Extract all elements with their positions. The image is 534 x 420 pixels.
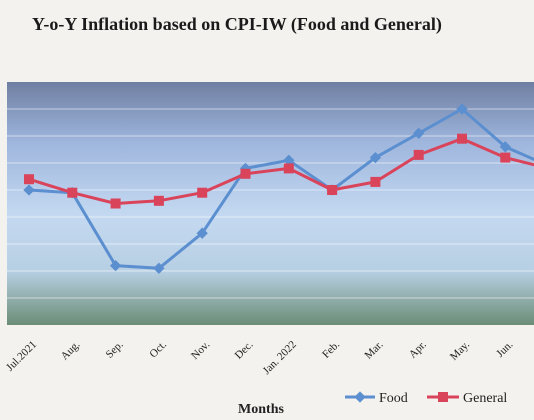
general-point bbox=[370, 176, 381, 187]
food-point bbox=[499, 141, 511, 153]
chart-title: Y-o-Y Inflation based on CPI-IW (Food an… bbox=[32, 14, 442, 34]
legend-general-marker bbox=[438, 392, 448, 402]
x-tick-label: Nov. bbox=[189, 338, 212, 361]
x-tick-label: Jun. bbox=[494, 338, 515, 359]
general-point bbox=[240, 168, 251, 179]
general-point bbox=[153, 195, 164, 206]
x-tick-label: Oct. bbox=[147, 338, 169, 360]
x-tick-labels: Jul.2021 Aug. Sep. Oct. Nov. Dec. Jan. 2022 Feb… bbox=[4, 338, 516, 377]
general-point bbox=[500, 152, 511, 163]
general-point bbox=[110, 198, 121, 209]
food-point bbox=[413, 127, 425, 139]
x-tick-label: Jan. 2022 bbox=[261, 339, 299, 377]
legend-food-label: Food bbox=[379, 391, 408, 406]
general-point bbox=[24, 174, 34, 185]
x-axis-title: Months bbox=[238, 402, 284, 417]
x-tick-label: Dec. bbox=[233, 338, 256, 361]
legend-food-marker bbox=[354, 391, 366, 403]
general-point bbox=[327, 185, 338, 195]
food-point bbox=[153, 262, 165, 274]
legend: Food General bbox=[345, 391, 507, 406]
general-point bbox=[457, 133, 467, 144]
plot-area bbox=[7, 82, 534, 325]
food-point bbox=[196, 227, 208, 239]
x-tick-label: Jul.2021 bbox=[4, 339, 39, 374]
legend-general-label: General bbox=[463, 391, 507, 406]
x-tick-label: Sep. bbox=[104, 338, 126, 360]
x-tick-label: Aug. bbox=[59, 338, 83, 362]
series-general bbox=[24, 133, 534, 209]
general-point bbox=[283, 163, 294, 174]
gridlines bbox=[7, 108, 534, 299]
general-point bbox=[67, 187, 78, 198]
food-point bbox=[283, 154, 295, 166]
x-tick-label: Apr. bbox=[407, 338, 429, 360]
general-point bbox=[413, 149, 424, 160]
x-tick-label: Mar. bbox=[363, 338, 386, 361]
x-tick-label: Feb. bbox=[320, 338, 342, 360]
x-tick-label: May. bbox=[448, 338, 472, 362]
general-point bbox=[197, 187, 208, 198]
food-point bbox=[369, 151, 382, 164]
